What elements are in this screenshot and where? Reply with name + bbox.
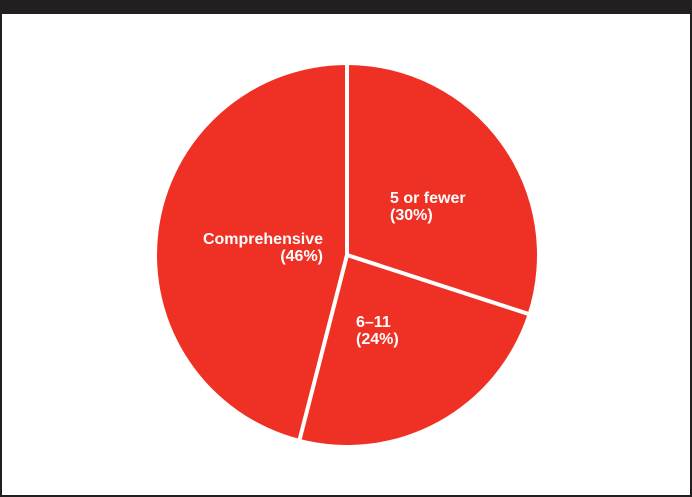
slice-name-1: 6–11 [356,314,391,331]
slice-label-2: Comprehensive (46%) [203,231,323,265]
slice-separator-2 [297,254,349,440]
pie-slice-1 [299,255,528,446]
pie-slice-2 [156,65,347,440]
slice-percent-0: (30%) [390,207,433,224]
header-bar [2,0,692,14]
slice-percent-1: (24%) [356,331,399,348]
slice-percent-2: (46%) [280,248,323,265]
slice-name-2: Comprehensive [203,231,323,248]
pie-slice-0 [347,65,537,314]
slice-separator-1 [346,253,529,316]
slice-name-0: 5 or fewer [390,190,466,207]
slice-separators [297,65,529,440]
slice-label-1: 6–11 (24%) [356,314,399,348]
pie-slices [156,65,537,446]
slice-labels: 5 or fewer (30%) 6–11 (24%) Comprehensive (46… [203,190,466,348]
slice-label-0: 5 or fewer (30%) [390,190,466,224]
